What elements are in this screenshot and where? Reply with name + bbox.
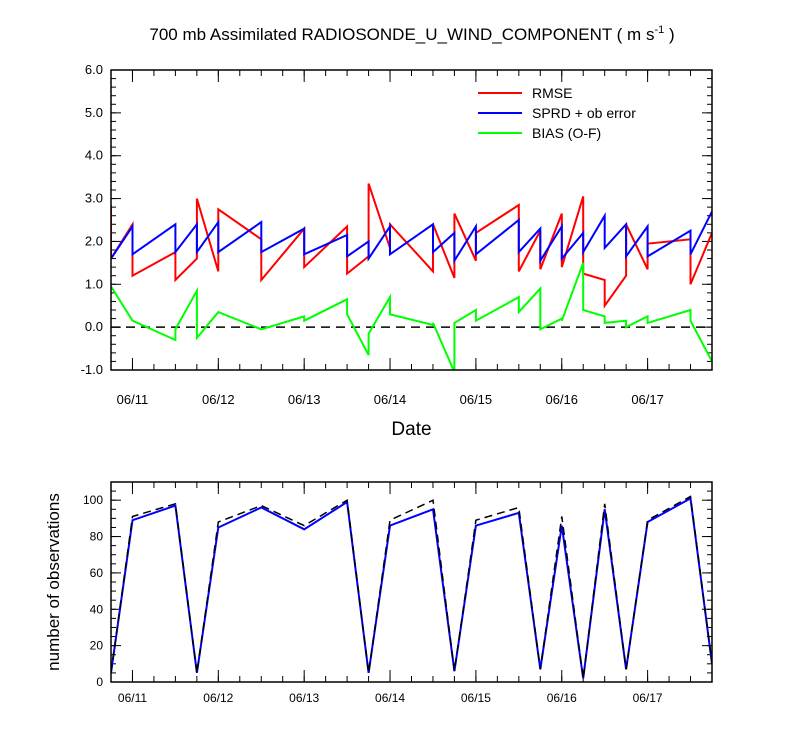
x-tick-label: 06/16 (545, 392, 578, 407)
y-tick-label: 5.0 (85, 105, 103, 120)
x-axis-label: Date (391, 419, 431, 440)
y-tick-label: 20 (90, 639, 104, 653)
x-tick-label: 06/11 (117, 392, 149, 407)
legend-label-bias-o-f: BIAS (O-F) (532, 125, 601, 141)
y-tick-label: 3.0 (85, 191, 103, 206)
y-tick-label: 100 (83, 493, 103, 507)
series-line-possible (111, 495, 712, 679)
rmse-spread-bias-panel: -1.0 0.0 1.0 2.0 3.0 4.0 5.0 6.0 06/11 06/12 06/13… (81, 62, 713, 440)
y-tick-label: 40 (90, 602, 104, 616)
observation-count-panel: 0 20 40 60 80 100 06/11 06/12 06/13 06/14 06/15 06/… (44, 481, 713, 705)
x-tick-label: 06/17 (631, 392, 664, 407)
legend-label-rmse: RMSE (532, 85, 572, 101)
y-tick-label: 80 (90, 530, 104, 544)
y-tick-label: 6.0 (85, 62, 103, 77)
x-tick-label: 06/15 (461, 691, 491, 705)
chart-title: 700 mb Assimilated RADIOSONDE_U_WIND_COM… (149, 24, 674, 44)
x-tick-label: 06/17 (633, 691, 663, 705)
y-axis-label: number of observations (44, 493, 63, 671)
plot-frame (110, 69, 713, 371)
x-tick-label: 06/12 (203, 691, 233, 705)
x-tick-label: 06/15 (460, 392, 493, 407)
series-line-sprd-ob-error (111, 210, 712, 265)
x-tick-label: 06/12 (202, 392, 235, 407)
y-tick-label: 60 (90, 566, 104, 580)
x-tick-label: 06/14 (374, 392, 407, 407)
y-tick-label: 0.0 (85, 319, 103, 334)
y-tick-label: 4.0 (85, 148, 103, 163)
y-tick-label: -1.0 (81, 362, 103, 377)
y-tick-label: 2.0 (85, 233, 103, 248)
x-tick-label: 06/11 (118, 691, 147, 705)
x-tick-label: 06/13 (288, 392, 321, 407)
x-tick-label: 06/14 (375, 691, 405, 705)
y-tick-label: 1.0 (85, 276, 103, 291)
x-tick-label: 06/16 (547, 691, 577, 705)
x-tick-label: 06/13 (289, 691, 319, 705)
legend-label-sprd-ob-error: SPRD + ob error (532, 105, 636, 121)
plot-frame (110, 481, 713, 683)
series-line-assimilated (111, 496, 712, 679)
series-line-bias-o-f (111, 262, 712, 370)
y-tick-label: 0 (96, 675, 103, 689)
